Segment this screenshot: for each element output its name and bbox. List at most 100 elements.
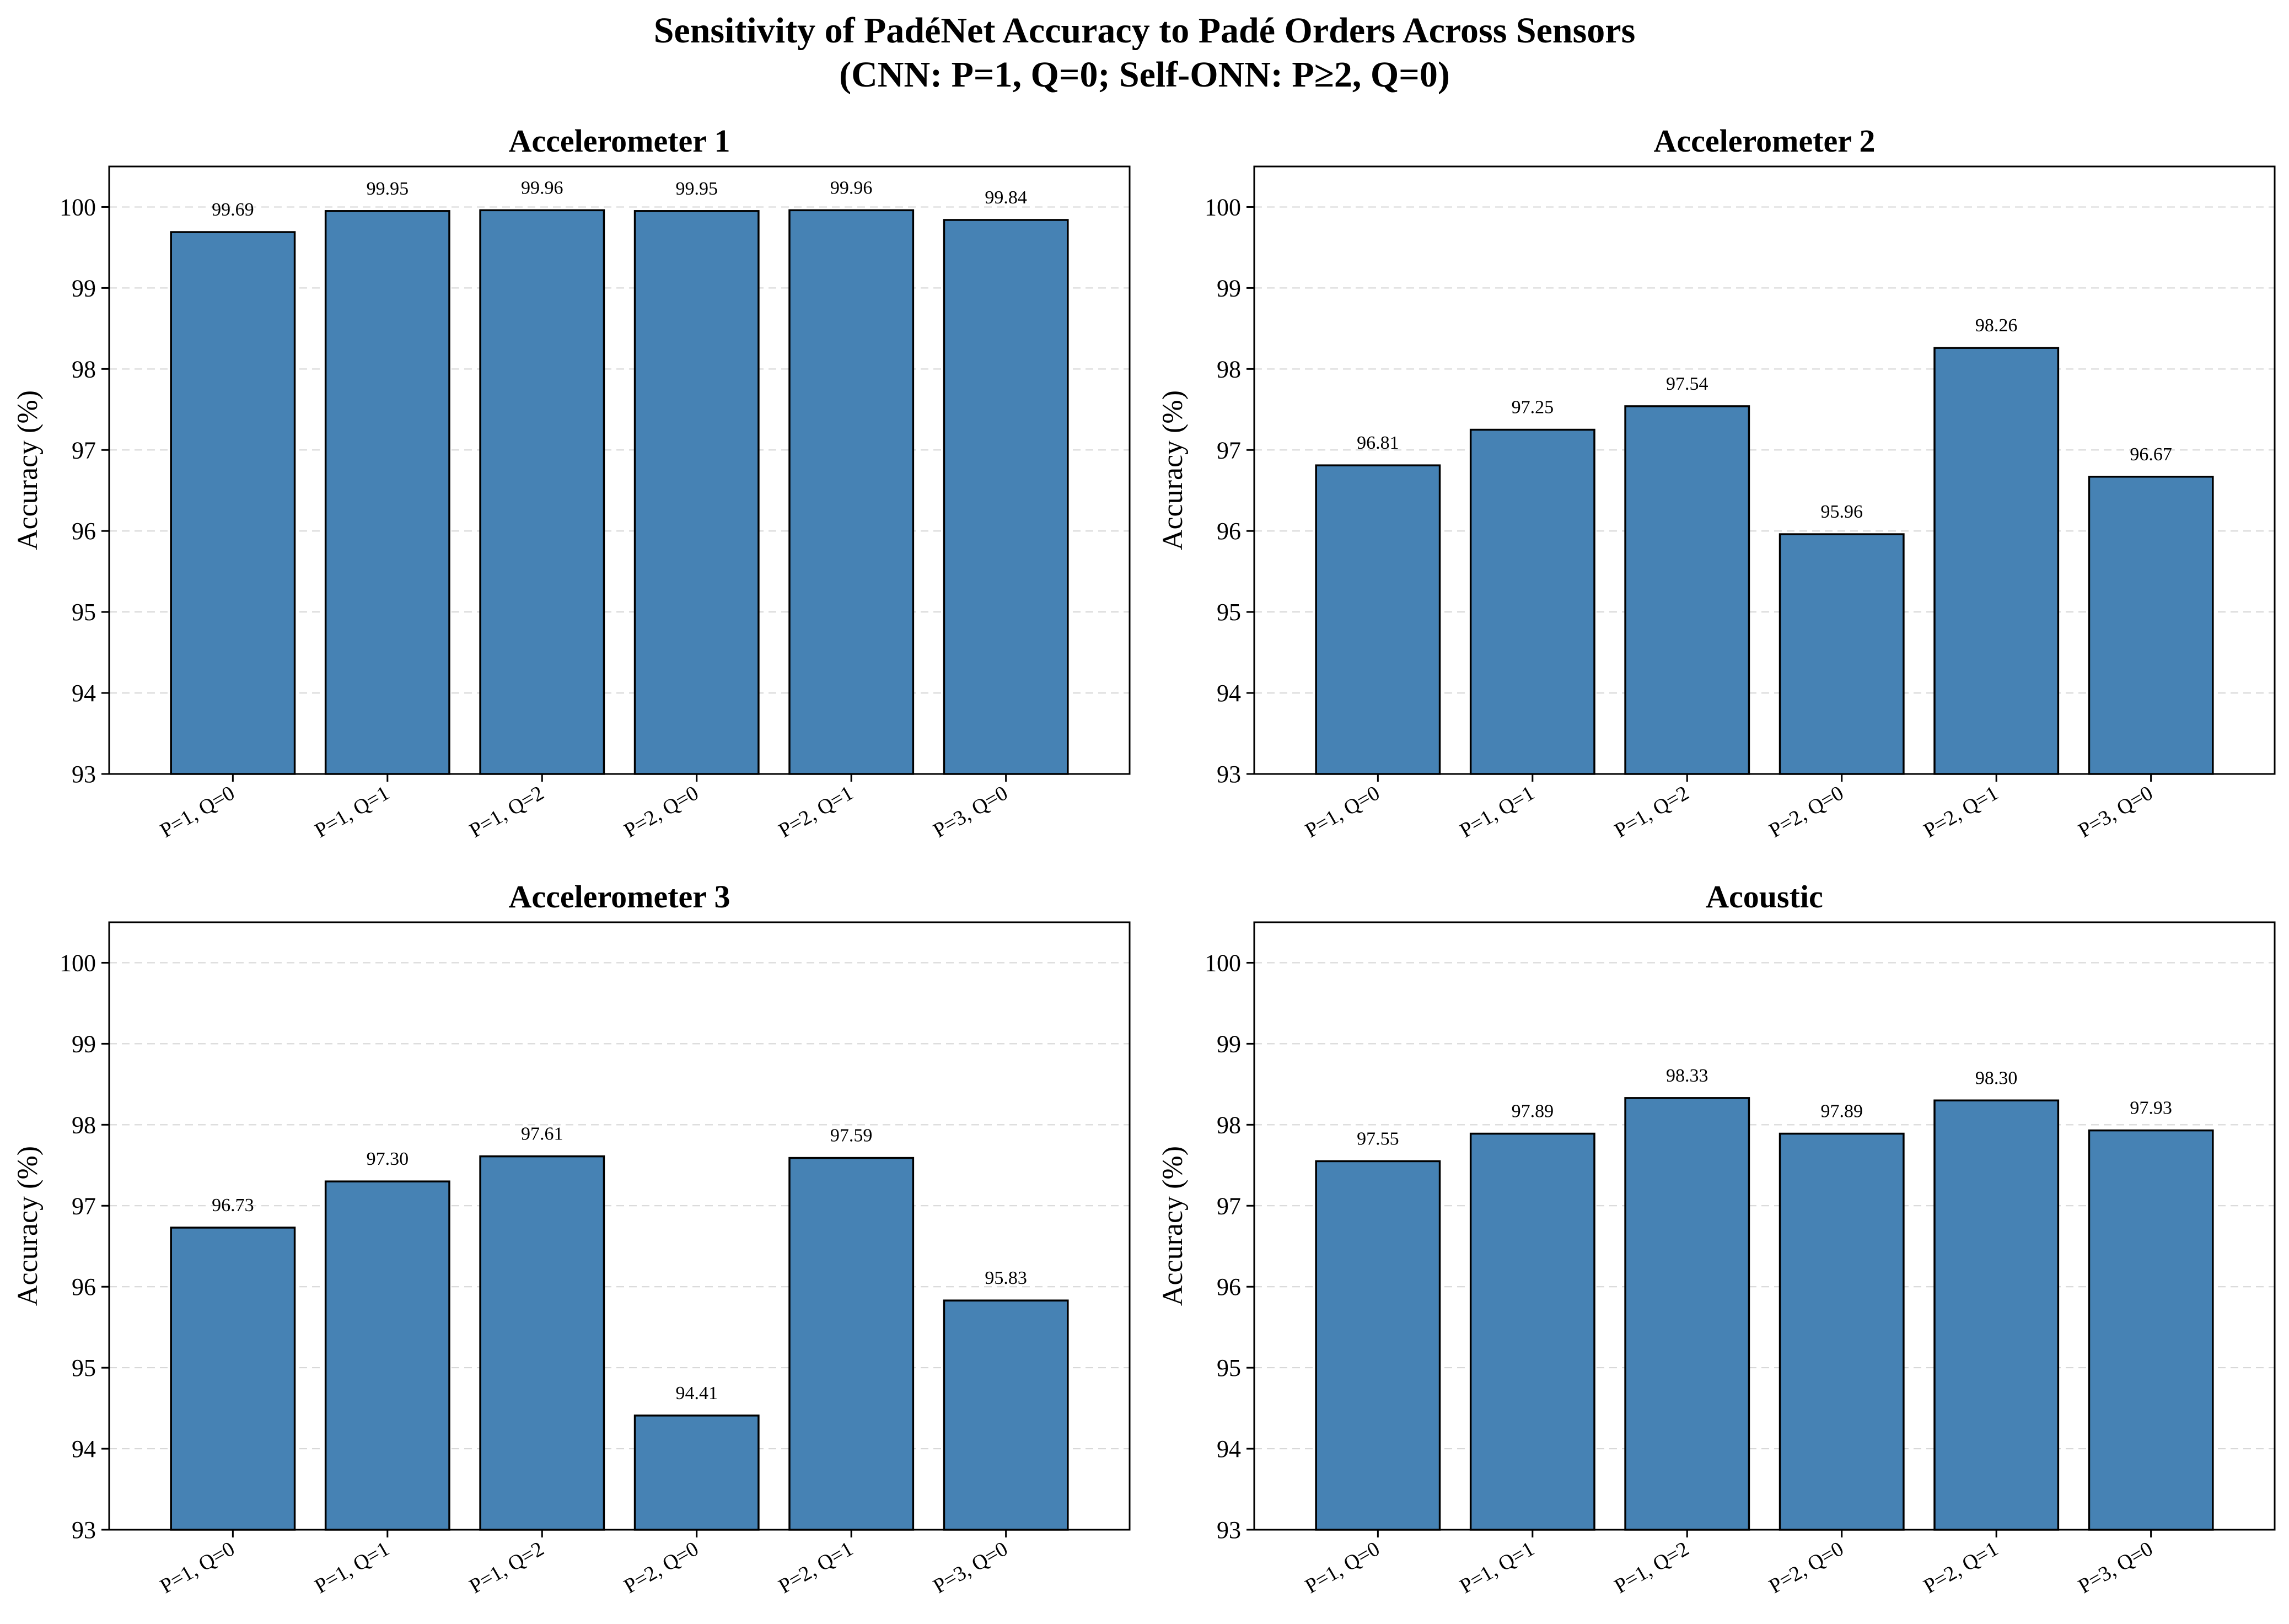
y-tick-label: 97 xyxy=(1217,437,1241,464)
bar xyxy=(324,1180,450,1531)
bar-value-label: 98.26 xyxy=(1975,315,2018,336)
figure-title-line-1: Sensitivity of PadéNet Accuracy to Padé … xyxy=(654,10,1636,51)
bar xyxy=(943,219,1069,775)
bar xyxy=(943,1299,1069,1531)
bar-value-label: 97.30 xyxy=(367,1149,409,1169)
y-tick-label: 93 xyxy=(1217,1517,1241,1544)
bar xyxy=(633,210,760,775)
bar xyxy=(1315,1160,1441,1531)
y-tick-label: 93 xyxy=(1217,761,1241,788)
y-tick-label: 95 xyxy=(72,599,96,626)
bar-value-label: 96.73 xyxy=(212,1195,254,1216)
y-axis-label: Accuracy (%) xyxy=(1157,390,1189,550)
y-tick-label: 96 xyxy=(72,1273,96,1300)
bar xyxy=(788,209,915,775)
y-tick-label: 99 xyxy=(1217,275,1241,302)
y-tick-label: 94 xyxy=(1217,680,1241,707)
bar xyxy=(1778,1132,1905,1531)
y-tick-label: 98 xyxy=(72,1111,96,1138)
bar-value-label: 99.95 xyxy=(367,179,409,199)
chart-title: Accelerometer 1 xyxy=(509,123,730,159)
bar-value-label: 99.96 xyxy=(830,178,873,198)
bar xyxy=(788,1157,915,1531)
y-tick-label: 98 xyxy=(1217,1111,1241,1138)
chart-panel-accelerometer-2: 96.81P=1, Q=097.25P=1, Q=197.54P=1, Q=29… xyxy=(1157,123,2276,842)
bar-value-label: 99.95 xyxy=(675,179,718,199)
figure-title-line-2: (CNN: P=1, Q=0; Self-ONN: P≥2, Q=0) xyxy=(839,55,1450,95)
y-tick-label: 100 xyxy=(1205,949,1241,976)
bar-value-label: 97.55 xyxy=(1357,1128,1399,1149)
y-tick-label: 95 xyxy=(72,1354,96,1381)
y-tick-label: 93 xyxy=(72,761,96,788)
y-tick-label: 95 xyxy=(1217,1354,1241,1381)
y-tick-label: 99 xyxy=(72,275,96,302)
y-tick-label: 96 xyxy=(1217,1273,1241,1300)
y-axis-label: Accuracy (%) xyxy=(1157,1146,1189,1306)
y-axis-label: Accuracy (%) xyxy=(12,1146,44,1306)
chart-panel-acoustic: 97.55P=1, Q=097.89P=1, Q=198.33P=1, Q=29… xyxy=(1157,879,2276,1598)
bar-value-label: 98.33 xyxy=(1666,1066,1708,1086)
bar xyxy=(633,1415,760,1531)
bar-value-label: 99.96 xyxy=(521,178,563,198)
bar xyxy=(1469,428,1595,775)
y-tick-label: 94 xyxy=(1217,1435,1241,1462)
bar xyxy=(324,210,450,775)
y-tick-label: 100 xyxy=(60,193,96,221)
y-tick-label: 93 xyxy=(72,1517,96,1544)
y-axis-label: Accuracy (%) xyxy=(12,390,44,550)
y-tick-label: 99 xyxy=(1217,1030,1241,1057)
bar xyxy=(1469,1132,1595,1531)
y-tick-label: 100 xyxy=(60,949,96,976)
bar-value-label: 97.54 xyxy=(1666,374,1708,394)
bar xyxy=(170,1227,296,1531)
chart-panel-accelerometer-1: 99.69P=1, Q=099.95P=1, Q=199.96P=1, Q=29… xyxy=(12,123,1131,842)
plot-frame xyxy=(108,921,1131,1531)
y-tick-label: 98 xyxy=(72,356,96,383)
chart-panel-accelerometer-3: 96.73P=1, Q=097.30P=1, Q=197.61P=1, Q=29… xyxy=(12,879,1131,1598)
bar xyxy=(1624,1097,1750,1531)
bar xyxy=(1315,464,1441,775)
bar-value-label: 97.89 xyxy=(1820,1101,1863,1121)
bar xyxy=(1778,533,1905,775)
bar-value-label: 97.59 xyxy=(830,1126,873,1146)
y-tick-label: 94 xyxy=(72,680,96,707)
bar-value-label: 96.81 xyxy=(1357,433,1399,453)
chart-panels: 99.69P=1, Q=099.95P=1, Q=199.96P=1, Q=29… xyxy=(12,123,2276,1598)
y-tick-label: 95 xyxy=(1217,599,1241,626)
plot-frame xyxy=(108,165,1131,775)
bar-value-label: 95.96 xyxy=(1820,502,1863,522)
chart-title: Accelerometer 2 xyxy=(1654,123,1876,159)
bar-value-label: 96.67 xyxy=(2130,444,2172,465)
plot-frame xyxy=(1253,165,2276,775)
bar xyxy=(2088,1129,2214,1531)
bar xyxy=(479,209,605,775)
bar xyxy=(170,231,296,775)
bar-value-label: 97.25 xyxy=(1512,397,1554,418)
y-tick-label: 97 xyxy=(72,437,96,464)
y-tick-label: 97 xyxy=(72,1192,96,1219)
bar-value-label: 97.93 xyxy=(2130,1098,2172,1118)
bar-value-label: 99.69 xyxy=(212,200,254,220)
bar xyxy=(2088,476,2214,775)
bar xyxy=(1933,1099,2060,1531)
y-tick-label: 96 xyxy=(72,518,96,545)
y-tick-label: 100 xyxy=(1205,193,1241,221)
bar-value-label: 95.83 xyxy=(985,1268,1027,1288)
bar-value-label: 97.89 xyxy=(1512,1101,1554,1121)
chart-title: Acoustic xyxy=(1706,879,1823,915)
bar-value-label: 94.41 xyxy=(675,1383,718,1403)
y-tick-label: 99 xyxy=(72,1030,96,1057)
y-tick-label: 96 xyxy=(1217,518,1241,545)
bar-value-label: 99.84 xyxy=(985,187,1027,208)
bar xyxy=(1624,405,1750,775)
bar xyxy=(1933,347,2060,775)
y-tick-label: 97 xyxy=(1217,1192,1241,1219)
y-tick-label: 98 xyxy=(1217,356,1241,383)
bar-value-label: 98.30 xyxy=(1975,1068,2018,1088)
chart-title: Accelerometer 3 xyxy=(509,879,730,915)
plot-frame xyxy=(1253,921,2276,1531)
bar xyxy=(479,1155,605,1531)
bar-value-label: 97.61 xyxy=(521,1124,563,1144)
y-tick-label: 94 xyxy=(72,1435,96,1462)
